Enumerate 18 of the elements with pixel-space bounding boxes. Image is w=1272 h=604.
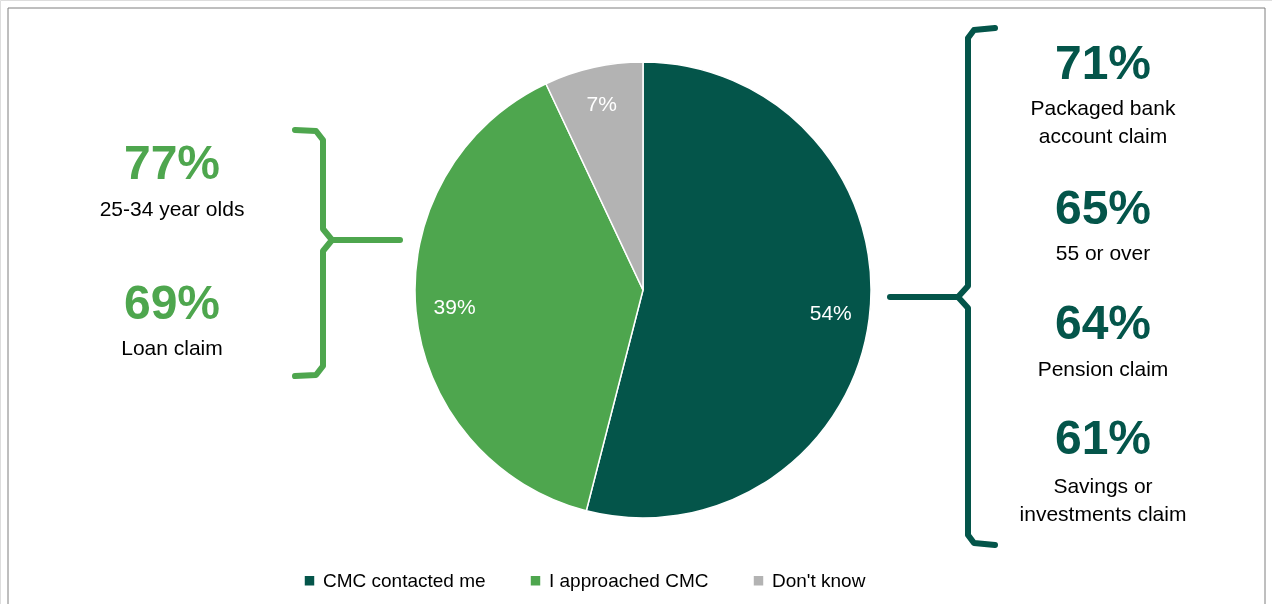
text: 69% (123, 276, 221, 329)
text: 65% (1054, 181, 1152, 234)
text: 77% (123, 136, 221, 189)
text: 64% (1054, 296, 1152, 349)
text: 55 or over (1055, 241, 1151, 264)
text: Savings or investments claim (1019, 474, 1187, 525)
legend-label: CMC contacted me (323, 569, 486, 591)
text: 25-34 year olds (99, 197, 245, 220)
legend-label: I approached CMC (549, 569, 709, 591)
data-label: 39% (433, 294, 476, 318)
text: 61% (1054, 411, 1152, 464)
text: 71% (1054, 36, 1152, 89)
text: Packaged bank account claim (1030, 96, 1176, 147)
data-label: 7% (586, 92, 617, 116)
text: Pension claim (1037, 357, 1169, 380)
data-label: 54% (809, 300, 852, 324)
legend-label: Don't know (772, 569, 866, 591)
text: Loan claim (121, 336, 223, 359)
